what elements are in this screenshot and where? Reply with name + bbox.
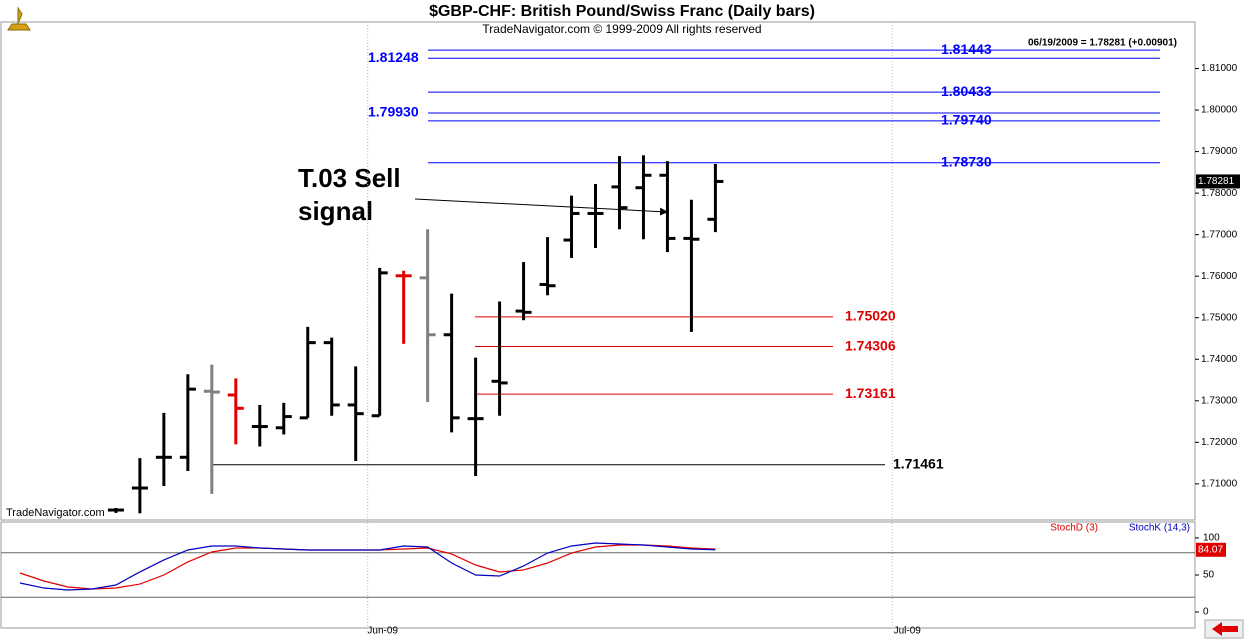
y-tick-label: 1.72000 xyxy=(1201,437,1238,448)
annotation-arrow xyxy=(414,198,668,216)
annotation: signal xyxy=(298,196,373,226)
level-label: 1.79740 xyxy=(941,112,992,128)
y-tick-label: 1.71000 xyxy=(1201,479,1238,490)
y-tick-label: 100 xyxy=(1203,533,1220,544)
level-label: 1.79930 xyxy=(368,104,419,120)
level-label: 1.78730 xyxy=(941,154,992,170)
y-tick-label: 50 xyxy=(1203,570,1215,581)
y-tick-label: 1.75000 xyxy=(1201,312,1238,323)
level-label: 1.73161 xyxy=(845,385,896,401)
y-tick-label: 1.77000 xyxy=(1201,229,1238,240)
price-info: 06/19/2009 = 1.78281 (+0.00901) xyxy=(1028,38,1177,49)
y-tick-label: 1.79000 xyxy=(1201,146,1238,157)
stoch-line xyxy=(19,542,716,591)
level-label: 1.75020 xyxy=(845,308,896,324)
last-value-label: 84.07 xyxy=(1198,544,1223,555)
y-tick-label: 1.73000 xyxy=(1201,395,1238,406)
last-price-box xyxy=(1196,174,1240,189)
y-tick-label: 1.78000 xyxy=(1201,188,1238,199)
logo xyxy=(7,6,31,31)
y-tick-label: 1.81000 xyxy=(1201,63,1238,74)
x-tick-label: Jun-09 xyxy=(367,626,398,637)
scroll-button[interactable] xyxy=(1204,619,1244,639)
chart-title: $GBP-CHF: British Pound/Swiss Franc (Dai… xyxy=(429,3,815,20)
y-tick-label: 0 xyxy=(1203,607,1209,618)
legend-label: StochK (14,3) xyxy=(1129,523,1190,534)
price-panel xyxy=(0,21,1196,521)
y-tick-label: 1.74000 xyxy=(1201,354,1238,365)
level-label: 1.81248 xyxy=(368,49,419,65)
last-value-box xyxy=(1196,542,1226,557)
last-price-label: 1.78281 xyxy=(1198,176,1235,187)
legend-label: StochD (3) xyxy=(1050,523,1098,534)
level-label: 1.74306 xyxy=(845,337,896,353)
y-tick-label: 1.80000 xyxy=(1201,105,1238,116)
level-label: 1.81443 xyxy=(941,41,992,57)
chart-subtitle: TradeNavigator.com © 1999-2009 All right… xyxy=(482,22,761,36)
annotation: T.03 Sell xyxy=(298,163,401,193)
watermark: TradeNavigator.com xyxy=(6,507,105,519)
x-tick-label: Jul-09 xyxy=(894,626,922,637)
level-label: 1.71461 xyxy=(893,455,944,471)
y-tick-label: 1.76000 xyxy=(1201,271,1238,282)
level-label: 1.80433 xyxy=(941,83,992,99)
